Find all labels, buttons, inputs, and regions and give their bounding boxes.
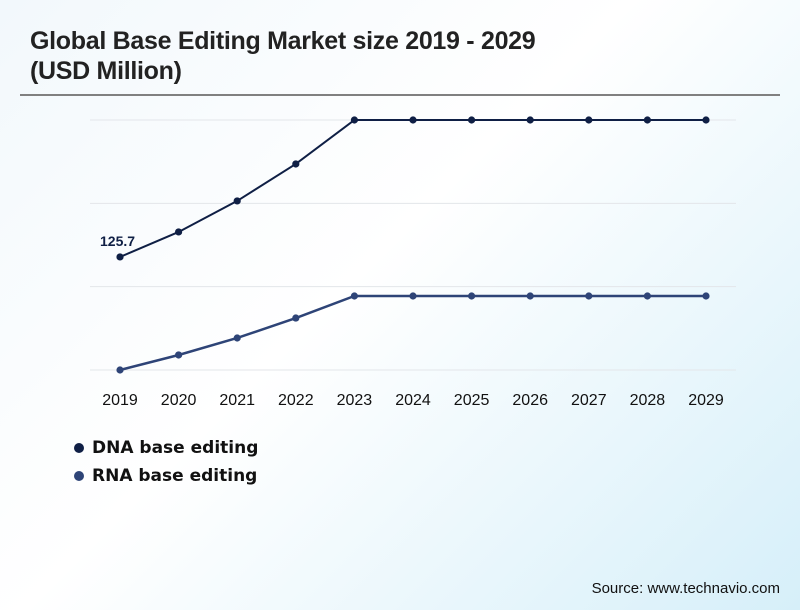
x-tick-label: 2024 <box>395 392 431 409</box>
data-point[interactable] <box>233 197 241 205</box>
legend-label: DNA base editing <box>92 438 259 458</box>
data-point[interactable] <box>233 334 241 342</box>
data-point[interactable] <box>350 116 358 124</box>
data-point[interactable] <box>116 253 124 261</box>
legend-label: RNA base editing <box>92 466 258 486</box>
data-point[interactable] <box>292 314 300 322</box>
legend-marker-icon <box>74 471 84 481</box>
chart-title: Global Base Editing Market size 2019 - 2… <box>30 26 536 86</box>
data-point[interactable] <box>116 366 124 374</box>
data-point[interactable] <box>175 228 183 236</box>
x-tick-label: 2020 <box>161 392 197 409</box>
x-tick-label: 2023 <box>337 392 373 409</box>
data-point[interactable] <box>585 292 593 300</box>
legend-item-dna[interactable]: DNA base editing <box>74 434 258 462</box>
legend-marker-icon <box>74 443 84 453</box>
data-point[interactable] <box>643 116 652 124</box>
data-point[interactable] <box>409 292 417 300</box>
x-tick-label: 2029 <box>688 392 724 409</box>
x-tick-label: 2019 <box>102 392 138 409</box>
title-line-1: Global Base Editing Market size 2019 - 2… <box>30 27 536 55</box>
gridlines <box>90 119 736 371</box>
series-line <box>119 119 706 258</box>
data-point[interactable] <box>409 116 417 124</box>
data-point[interactable] <box>702 292 710 300</box>
x-tick-label: 2028 <box>630 392 666 409</box>
x-tick-label: 2026 <box>512 392 548 409</box>
title-divider <box>20 94 780 96</box>
data-point[interactable] <box>292 160 300 168</box>
legend: DNA base editing RNA base editing <box>74 434 258 490</box>
series-line <box>119 294 706 372</box>
x-axis-ticks: 2019 2020 2021 2022 2023 2024 2025 2026 2027 2028… <box>102 392 724 409</box>
data-point[interactable] <box>175 351 183 359</box>
x-tick-label: 2025 <box>454 392 490 409</box>
data-point[interactable] <box>643 292 652 300</box>
x-tick-label: 2022 <box>278 392 314 409</box>
data-point[interactable] <box>526 116 534 124</box>
data-point[interactable] <box>350 292 358 300</box>
series-lines <box>119 119 706 372</box>
annotations: 125.7 <box>100 233 135 249</box>
series-points <box>116 116 710 374</box>
legend-item-rna[interactable]: RNA base editing <box>74 462 258 490</box>
data-point[interactable] <box>468 116 476 124</box>
x-tick-label: 2021 <box>219 392 255 409</box>
data-point[interactable] <box>585 116 593 124</box>
data-point[interactable] <box>468 292 476 300</box>
data-point[interactable] <box>526 292 534 300</box>
title-line-2: (USD Million) <box>30 57 182 85</box>
data-label: 125.7 <box>100 233 135 249</box>
data-point[interactable] <box>702 116 710 124</box>
x-tick-label: 2027 <box>571 392 607 409</box>
source-credit: Source: www.technavio.com <box>591 580 780 597</box>
